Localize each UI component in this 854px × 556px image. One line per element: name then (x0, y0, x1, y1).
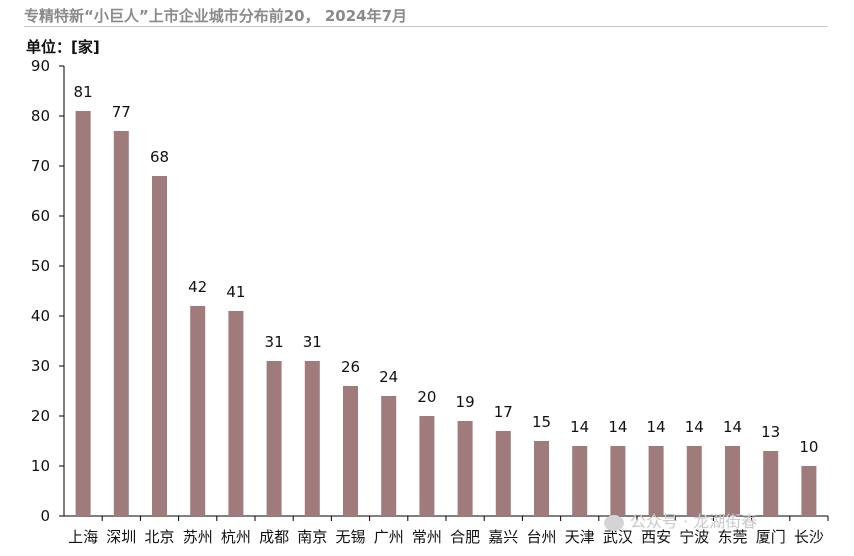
y-tick-label: 40 (31, 307, 50, 325)
y-tick-label: 60 (31, 207, 50, 225)
x-tick-label: 长沙 (794, 528, 824, 546)
y-axis-unit-label: 单位：[家] (26, 38, 100, 56)
bar (801, 466, 817, 516)
bar-value-label: 20 (417, 388, 436, 406)
bar-value-label: 68 (150, 148, 169, 166)
watermark-text: 公众号 · 龙湖街春 (630, 512, 758, 531)
y-tick-label: 20 (31, 407, 50, 425)
y-tick-label: 30 (31, 357, 50, 375)
bar (228, 311, 244, 516)
x-tick-label: 武汉 (603, 528, 633, 546)
bar-value-label: 10 (799, 438, 818, 456)
bar-value-label: 19 (456, 393, 475, 411)
bar-value-label: 14 (608, 418, 627, 436)
bar (113, 131, 129, 516)
bar-value-label: 13 (761, 423, 780, 441)
bar-value-label: 14 (647, 418, 666, 436)
bar-value-label: 41 (226, 283, 245, 301)
x-tick-label: 厦门 (756, 528, 786, 546)
bar (457, 421, 473, 516)
bar (419, 416, 435, 516)
bar-value-label: 14 (570, 418, 589, 436)
bar (266, 361, 282, 516)
x-tick-label: 上海 (68, 528, 98, 546)
x-tick-label: 合肥 (450, 528, 480, 546)
x-tick-label: 西安 (641, 528, 671, 546)
bar (152, 176, 167, 516)
x-tick-label: 广州 (374, 528, 404, 546)
x-tick-label: 宁波 (679, 528, 709, 546)
bar-value-label: 14 (723, 418, 742, 436)
y-tick-label: 70 (31, 157, 50, 175)
x-tick-label: 台州 (526, 528, 556, 546)
y-tick-label: 80 (31, 107, 50, 125)
x-tick-label: 东莞 (717, 528, 747, 546)
y-tick-label: 50 (31, 257, 50, 275)
bar (304, 361, 320, 516)
x-tick-label: 常州 (412, 528, 442, 546)
bar (763, 451, 779, 516)
y-tick-label: 90 (31, 57, 50, 75)
x-tick-label: 嘉兴 (488, 528, 518, 546)
bar-value-label: 42 (188, 278, 207, 296)
y-tick-label: 10 (31, 457, 50, 475)
bar-value-label: 15 (532, 413, 551, 431)
bar (610, 446, 626, 516)
bar-value-label: 77 (112, 103, 131, 121)
bar (686, 446, 702, 516)
bar-value-label: 81 (74, 83, 93, 101)
bar (495, 431, 511, 516)
title-divider (24, 26, 828, 27)
bar-value-label: 31 (265, 333, 284, 351)
bar (648, 446, 664, 516)
bar (190, 306, 206, 516)
x-tick-label: 南京 (297, 528, 327, 546)
wechat-icon (604, 514, 624, 531)
x-tick-label: 苏州 (183, 528, 213, 546)
bar (75, 111, 91, 516)
x-tick-label: 成都 (259, 528, 289, 546)
bar (725, 446, 740, 516)
bar (381, 396, 397, 516)
bar-value-label: 24 (379, 368, 398, 386)
x-tick-label: 天津 (565, 528, 595, 546)
bar-value-label: 26 (341, 358, 360, 376)
bar (572, 446, 588, 516)
bar-value-label: 14 (685, 418, 704, 436)
bar (343, 386, 358, 516)
x-tick-label: 杭州 (221, 528, 251, 546)
x-tick-label: 无锡 (335, 528, 365, 546)
bar (534, 441, 549, 516)
bar-value-label: 17 (494, 403, 513, 421)
x-tick-label: 深圳 (106, 528, 136, 546)
y-tick-label: 0 (40, 507, 50, 525)
chart-title: 专精特新“小巨人”上市企业城市分布前20， 2024年7月 (24, 7, 408, 25)
bar-value-label: 31 (303, 333, 322, 351)
x-tick-label: 北京 (144, 528, 174, 546)
watermark: 公众号 · 龙湖街春 (604, 508, 757, 532)
